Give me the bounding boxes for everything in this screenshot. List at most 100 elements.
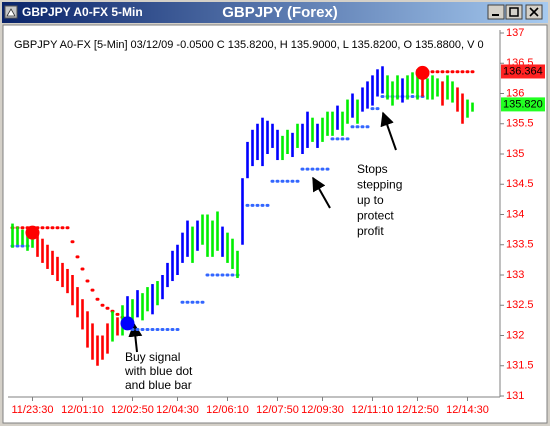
stop-dot [105,306,110,310]
x-tick-label: 12/02:50 [111,404,154,416]
stop-dot [325,167,330,171]
stop-dot [50,226,55,230]
stop-dot [380,95,385,99]
price-bar [426,78,429,100]
price-bar [336,105,339,130]
stop-dot [245,203,250,207]
stop-dot [215,273,220,277]
minimize-button[interactable] [487,4,505,20]
stop-dot [80,267,85,271]
price-bar [346,99,349,124]
y-tick-label: 134 [506,208,524,220]
stop-dot [330,137,335,141]
chart-title: GBPJPY (Forex) [222,4,338,21]
stop-dot [160,327,165,331]
window-title: GBPJPY A0-FX 5-Min [22,5,143,19]
price-bar [41,238,44,263]
price-bar [291,132,294,158]
price-bar [141,293,144,321]
price-bar [221,226,224,257]
price-bar [11,223,14,248]
price-bar [86,311,89,348]
price-bar [301,123,304,154]
price-bar [206,214,209,257]
stop-dot [270,179,275,183]
stop-dot [300,167,305,171]
price-bar [106,323,109,354]
price-bar [416,69,419,100]
stop-dot [135,327,140,331]
y-tick-label: 133.5 [506,239,534,251]
annotation-text: stepping [357,178,402,192]
price-bar [376,69,379,97]
price-bar [261,117,264,167]
stop-dot [115,312,120,316]
price-bar [16,226,19,245]
price-bar [231,238,234,269]
price-bar [286,129,289,154]
stop-dot [255,203,260,207]
price-bar [21,229,24,245]
price-bar [61,262,64,288]
stop-dot [335,137,340,141]
price-bar [116,317,119,336]
price-bar [306,111,309,148]
price-tag [501,97,545,112]
stop-dot [340,137,345,141]
x-tick-label: 12/07:50 [256,404,299,416]
x-tick-label: 12/04:30 [156,404,199,416]
price-bar [91,323,94,360]
stop-dot [40,226,45,230]
stop-dot [15,244,20,248]
price-bar [436,78,439,97]
y-tick-label: 131 [506,390,524,402]
stop-dot [355,125,360,129]
annotation-arrow [380,111,397,151]
price-bar [441,81,444,106]
price-bar [101,335,104,360]
price-tag-label: 136.364 [503,65,543,77]
stop-dot [280,179,285,183]
window-buttons [487,4,543,20]
stop-dot [260,203,265,207]
price-bar [401,78,404,103]
maximize-button[interactable] [505,4,523,20]
price-bar [166,262,169,288]
price-bar [201,214,204,245]
price-bar [351,93,354,118]
stop-dot [290,179,295,183]
stop-dot [360,125,365,129]
annotation-arrow [128,322,143,353]
price-bar [471,102,474,112]
x-tick-label: 12/12:50 [396,404,439,416]
price-bar [446,75,449,100]
maximize-glyph [509,7,519,17]
annotation-text: Stops [357,162,388,176]
price-bar [111,311,114,342]
stop-dot [20,244,25,248]
stop-dot [190,300,195,304]
stop-dot [470,70,475,74]
price-bar [51,250,54,275]
price-bar [131,299,134,324]
stop-dot [55,226,60,230]
stop-dot [445,70,450,74]
stop-dot [430,70,435,74]
price-bar [276,129,279,161]
price-bar [246,141,249,179]
price-bar [271,123,274,148]
price-bar [146,287,149,312]
stop-dot [60,226,65,230]
stop-dot [195,300,200,304]
stop-dot [85,279,90,283]
y-tick-label: 135.5 [506,118,534,130]
price-bar [211,220,214,257]
price-bar [151,284,154,315]
price-bar [26,229,29,251]
x-tick-label: 12/09:30 [301,404,344,416]
stop-dot [350,125,355,129]
price-bar [161,275,164,300]
price-bar [356,99,359,124]
